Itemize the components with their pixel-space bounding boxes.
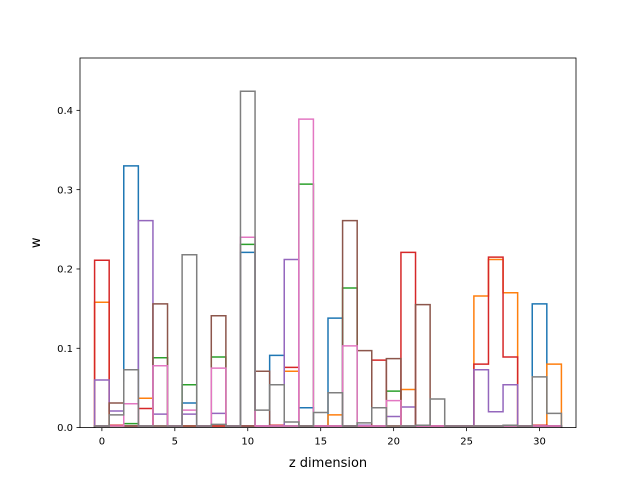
x-tick-label: 15 <box>314 437 327 448</box>
y-axis-label: w <box>29 237 44 248</box>
y-tick-label: 0.0 <box>57 423 73 434</box>
x-tick-label: 0 <box>99 437 105 448</box>
y-tick-label: 0.4 <box>57 106 73 117</box>
x-axis: 0 5 10 15 20 25 30 <box>99 427 546 448</box>
y-tick-label: 0.1 <box>57 344 73 355</box>
x-tick-label: 20 <box>387 437 400 448</box>
x-axis-label: z dimension <box>289 456 367 471</box>
x-tick-label: 30 <box>533 437 546 448</box>
y-axis: 0.0 0.1 0.2 0.3 0.4 <box>57 106 80 434</box>
y-tick-label: 0.3 <box>57 185 73 196</box>
x-tick-label: 10 <box>241 437 254 448</box>
x-tick-label: 25 <box>460 437 473 448</box>
series-layer <box>93 90 563 428</box>
plot-frame <box>79 57 577 429</box>
x-tick-label: 5 <box>172 437 178 448</box>
series-8-step <box>93 90 563 428</box>
y-tick-label: 0.2 <box>57 265 73 276</box>
